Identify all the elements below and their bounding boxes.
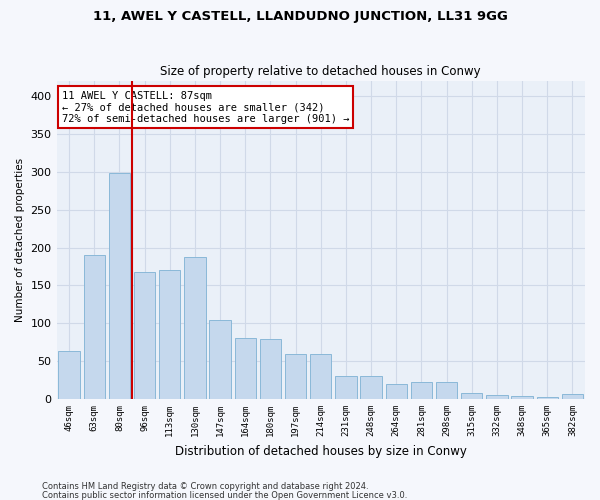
Bar: [411, 382, 432, 399]
Bar: [335, 376, 356, 399]
Text: 11, AWEL Y CASTELL, LLANDUDNO JUNCTION, LL31 9GG: 11, AWEL Y CASTELL, LLANDUDNO JUNCTION, …: [92, 10, 508, 23]
Bar: [58, 352, 80, 399]
Bar: [361, 376, 382, 399]
Bar: [486, 394, 508, 399]
Bar: [461, 393, 482, 399]
Title: Size of property relative to detached houses in Conwy: Size of property relative to detached ho…: [160, 66, 481, 78]
Bar: [159, 270, 181, 399]
Bar: [209, 320, 231, 399]
Bar: [83, 255, 105, 399]
X-axis label: Distribution of detached houses by size in Conwy: Distribution of detached houses by size …: [175, 444, 467, 458]
Bar: [511, 396, 533, 399]
Bar: [310, 354, 331, 399]
Bar: [536, 397, 558, 399]
Bar: [562, 394, 583, 399]
Bar: [184, 258, 206, 399]
Bar: [260, 339, 281, 399]
Text: Contains HM Land Registry data © Crown copyright and database right 2024.: Contains HM Land Registry data © Crown c…: [42, 482, 368, 491]
Bar: [109, 174, 130, 399]
Bar: [285, 354, 307, 399]
Bar: [134, 272, 155, 399]
Text: 11 AWEL Y CASTELL: 87sqm
← 27% of detached houses are smaller (342)
72% of semi-: 11 AWEL Y CASTELL: 87sqm ← 27% of detach…: [62, 90, 349, 124]
Y-axis label: Number of detached properties: Number of detached properties: [15, 158, 25, 322]
Bar: [386, 384, 407, 399]
Bar: [235, 338, 256, 399]
Text: Contains public sector information licensed under the Open Government Licence v3: Contains public sector information licen…: [42, 490, 407, 500]
Bar: [436, 382, 457, 399]
